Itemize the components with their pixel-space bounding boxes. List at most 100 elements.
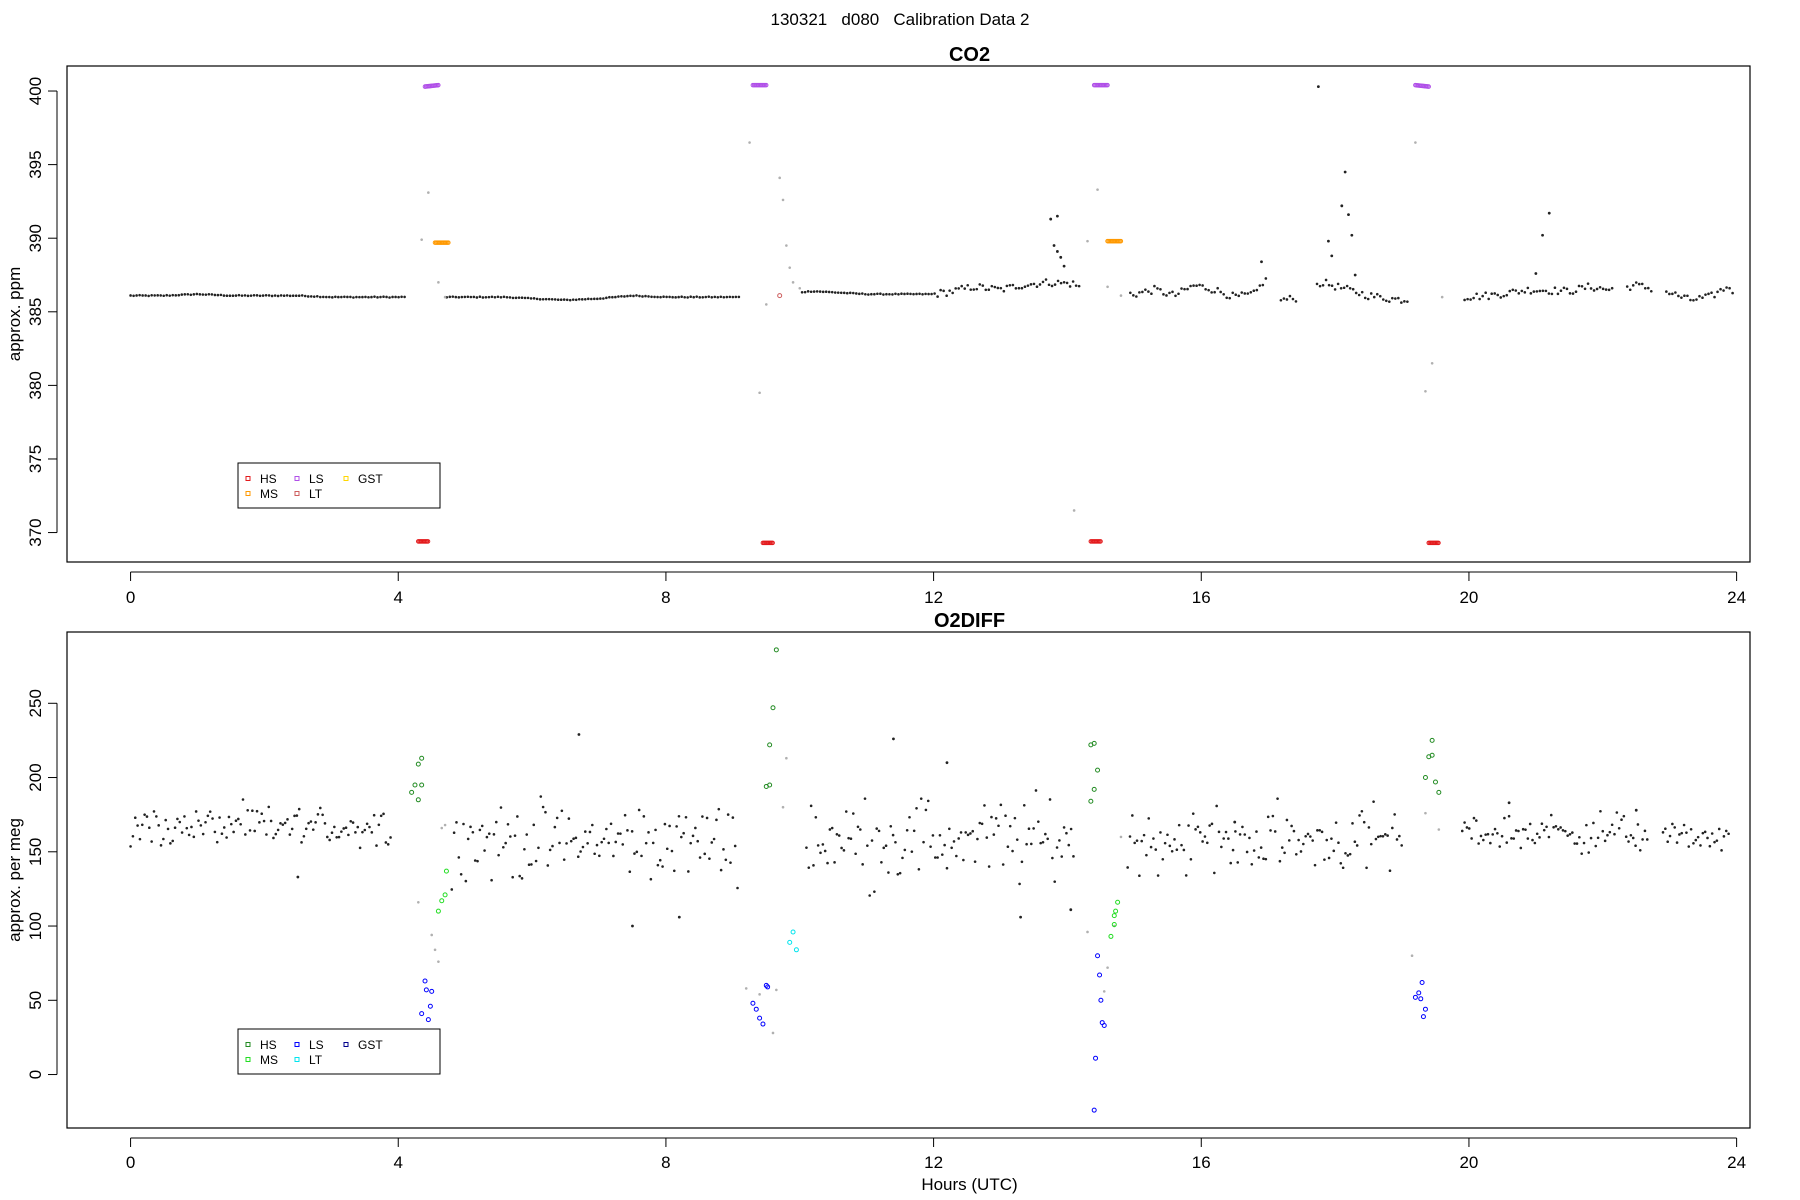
ambient-point xyxy=(499,806,503,809)
ambient-point xyxy=(633,852,636,855)
ambient-point xyxy=(1643,286,1647,290)
ambient-point xyxy=(1243,292,1247,295)
transition-point xyxy=(1086,239,1089,243)
y-tick-label: 400 xyxy=(26,77,45,105)
ambient-point xyxy=(1372,295,1376,299)
ambient-point xyxy=(682,831,685,835)
ambient-point xyxy=(1499,296,1503,299)
ambient-point xyxy=(251,809,254,813)
ambient-point xyxy=(527,863,531,867)
ambient-point xyxy=(1627,840,1630,843)
ambient-point xyxy=(812,290,816,293)
ambient-point xyxy=(171,293,175,297)
ambient-point xyxy=(1138,291,1141,294)
ambient-point xyxy=(361,830,364,834)
ambient-point xyxy=(1219,290,1222,294)
ambient-point xyxy=(1724,829,1728,833)
ambient-point xyxy=(1283,851,1286,855)
transition-point xyxy=(775,988,778,992)
ambient-point xyxy=(1285,298,1289,301)
calibration-point xyxy=(422,978,428,984)
ambient-point xyxy=(1339,286,1343,290)
ambient-point xyxy=(897,293,900,296)
ambient-point xyxy=(493,295,497,299)
ambient-point xyxy=(586,842,589,845)
ambient-point xyxy=(658,858,662,862)
calibration-point xyxy=(429,988,435,994)
ambient-point xyxy=(388,296,391,299)
ambient-point xyxy=(344,826,348,830)
ambient-point xyxy=(1264,857,1268,861)
ambient-point xyxy=(938,833,942,837)
ambient-point xyxy=(1204,287,1207,291)
calibration-point xyxy=(1091,786,1097,792)
ambient-point xyxy=(355,295,358,299)
ambient-point xyxy=(1048,798,1052,801)
ambient-point xyxy=(1065,281,1069,285)
transition-point xyxy=(748,141,751,144)
ambient-point xyxy=(386,843,390,846)
ambient-point xyxy=(1327,283,1331,287)
calibration-point xyxy=(1111,913,1117,919)
ambient-point xyxy=(577,297,581,301)
ambient-point xyxy=(1528,822,1532,826)
ambient-point xyxy=(677,295,680,299)
ambient-point xyxy=(1171,290,1174,294)
legend-label: LT xyxy=(309,487,323,501)
ambient-point xyxy=(1586,282,1590,285)
ambient-point xyxy=(1252,289,1256,293)
ambient-point xyxy=(892,737,895,741)
ambient-point xyxy=(204,820,207,824)
ambient-point xyxy=(1014,287,1018,290)
data-points xyxy=(129,85,1734,512)
ambient-point xyxy=(1189,284,1192,288)
ambient-point xyxy=(464,879,468,883)
transition-point xyxy=(781,198,785,202)
ambient-point xyxy=(397,295,400,299)
ambient-point xyxy=(1398,834,1401,838)
ambient-point xyxy=(1231,291,1235,295)
ambient-point xyxy=(629,294,632,298)
ambient-point xyxy=(919,797,923,800)
legend-swatch xyxy=(245,1057,251,1062)
ambient-point xyxy=(1132,294,1135,297)
ambient-point xyxy=(261,294,265,297)
ambient-point xyxy=(684,815,688,819)
ambient-point xyxy=(1595,287,1599,291)
ambient-point xyxy=(1005,284,1009,288)
ambient-point xyxy=(644,841,648,845)
ambient-point xyxy=(534,859,538,863)
ambient-point xyxy=(157,824,160,827)
ambient-point xyxy=(1192,284,1195,287)
ambient-point xyxy=(1592,289,1596,292)
ambient-point xyxy=(138,293,141,297)
y-tick-label: 380 xyxy=(26,371,45,399)
ambient-point xyxy=(828,828,832,831)
ambient-point xyxy=(496,295,500,299)
ambient-point xyxy=(1041,840,1045,844)
ambient-point xyxy=(933,856,937,859)
ambient-point xyxy=(1360,809,1364,813)
ambient-point xyxy=(1059,281,1063,285)
ambient-point xyxy=(1346,854,1350,857)
ambient-point xyxy=(1194,828,1197,831)
ambient-point xyxy=(1720,849,1723,852)
ambient-point xyxy=(471,830,475,834)
calibration-point xyxy=(1093,1055,1099,1061)
ambient-point xyxy=(861,292,864,295)
ambient-point xyxy=(312,295,316,298)
ambient-point xyxy=(722,295,726,299)
ambient-point xyxy=(1634,281,1638,284)
ambient-point xyxy=(282,294,286,297)
ambient-point xyxy=(800,290,804,294)
ambient-point xyxy=(165,293,169,297)
ambient-point xyxy=(910,850,914,853)
ambient-point xyxy=(279,822,282,825)
ambient-point xyxy=(1519,846,1523,850)
ambient-point xyxy=(1607,288,1611,292)
ambient-point xyxy=(1015,838,1019,841)
ambient-point xyxy=(698,296,702,299)
ambient-point xyxy=(1395,838,1399,841)
ambient-point xyxy=(1470,837,1473,840)
ambient-point xyxy=(705,816,709,820)
